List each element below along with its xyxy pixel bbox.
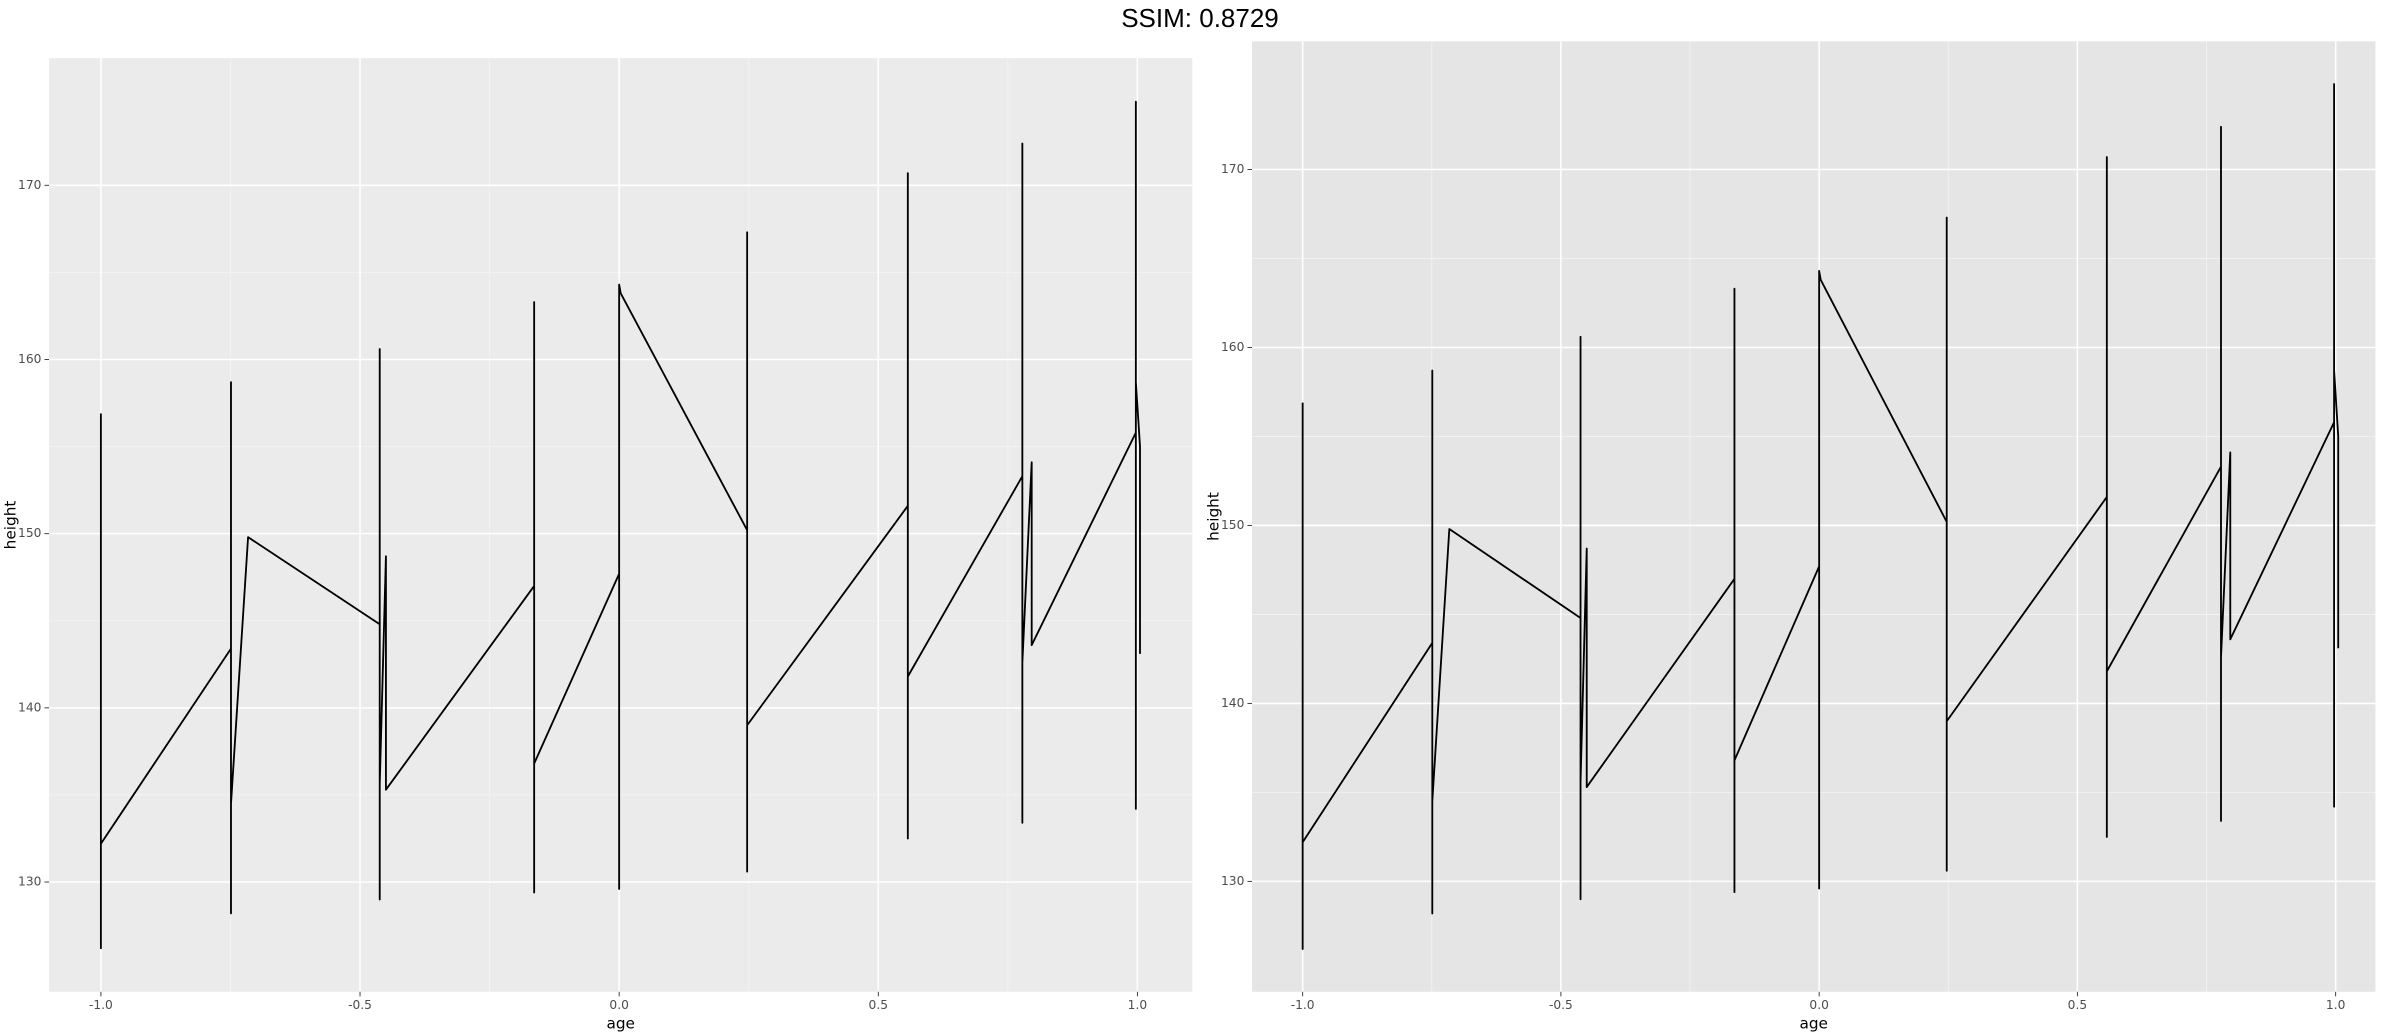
y-tick-label: 130 xyxy=(1221,874,1244,888)
x-tick-label: 0.0 xyxy=(609,998,628,1012)
y-tick-label: 160 xyxy=(1221,340,1244,354)
data-line xyxy=(99,100,1141,950)
x-tick-label: 1.0 xyxy=(1128,998,1147,1012)
y-tick-label: 170 xyxy=(18,178,41,192)
panel xyxy=(1252,41,2376,992)
y-tick-label: 130 xyxy=(18,875,41,889)
panel xyxy=(49,58,1193,992)
chart: 130 140 150 160 170 -1.0 -0.5 0.0 0.5 1.0 age heigh… xyxy=(1,58,1193,1032)
y-axis-title: height xyxy=(1204,492,1222,541)
x-tick-label: -1.0 xyxy=(89,998,113,1012)
y-tick-label: 140 xyxy=(1221,696,1244,710)
y-tick-label: 150 xyxy=(1221,518,1244,532)
x-tick-label: 1.0 xyxy=(2326,998,2345,1012)
x-tick-label: 0.5 xyxy=(869,998,888,1012)
x-tick-label: -1.0 xyxy=(1291,998,1315,1012)
y-tick-label: 150 xyxy=(18,526,41,540)
x-tick-label: -0.5 xyxy=(1549,998,1573,1012)
page-title: SSIM: 0.8729 xyxy=(1121,3,1279,33)
x-axis-title: age xyxy=(1799,1014,1827,1032)
y-tick-label: 170 xyxy=(1221,162,1244,176)
x-tick-label: 0.0 xyxy=(1809,998,1828,1012)
x-tick-label: 0.5 xyxy=(2068,998,2087,1012)
data-line xyxy=(1301,83,2340,950)
chart: 130 140 150 160 170 -1.0 -0.5 0.0 0.5 1.0 age heigh… xyxy=(1204,41,2376,1032)
y-axis-title: height xyxy=(1,501,19,550)
x-axis-title: age xyxy=(606,1014,635,1032)
y-tick-label: 160 xyxy=(18,352,41,366)
y-tick-label: 140 xyxy=(18,700,41,714)
x-tick-label: -0.5 xyxy=(348,998,372,1012)
